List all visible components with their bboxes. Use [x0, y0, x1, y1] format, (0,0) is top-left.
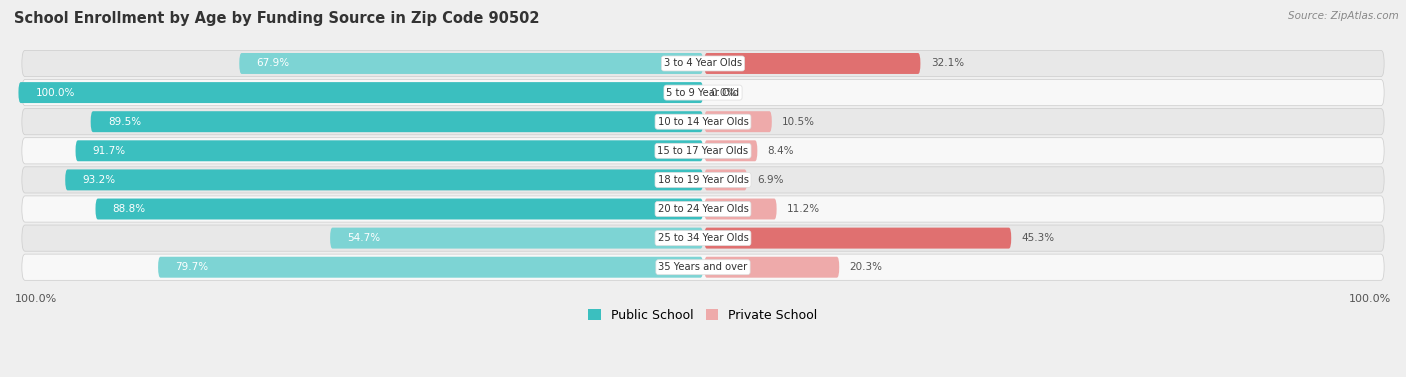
Text: 25 to 34 Year Olds: 25 to 34 Year Olds — [658, 233, 748, 243]
Text: 20.3%: 20.3% — [849, 262, 883, 272]
FancyBboxPatch shape — [90, 111, 703, 132]
Text: 32.1%: 32.1% — [931, 58, 965, 69]
Text: 8.4%: 8.4% — [768, 146, 794, 156]
Text: 91.7%: 91.7% — [93, 146, 127, 156]
Text: 11.2%: 11.2% — [787, 204, 820, 214]
FancyBboxPatch shape — [704, 228, 1011, 248]
FancyBboxPatch shape — [704, 169, 747, 190]
FancyBboxPatch shape — [65, 169, 703, 190]
Text: School Enrollment by Age by Funding Source in Zip Code 90502: School Enrollment by Age by Funding Sour… — [14, 11, 540, 26]
Text: 3 to 4 Year Olds: 3 to 4 Year Olds — [664, 58, 742, 69]
Text: 93.2%: 93.2% — [83, 175, 115, 185]
FancyBboxPatch shape — [22, 167, 1384, 193]
Text: 45.3%: 45.3% — [1022, 233, 1054, 243]
Text: 89.5%: 89.5% — [108, 117, 141, 127]
FancyBboxPatch shape — [18, 82, 703, 103]
Text: 15 to 17 Year Olds: 15 to 17 Year Olds — [658, 146, 748, 156]
Text: 100.0%: 100.0% — [35, 87, 75, 98]
Text: 35 Years and over: 35 Years and over — [658, 262, 748, 272]
FancyBboxPatch shape — [239, 53, 703, 74]
FancyBboxPatch shape — [157, 257, 703, 278]
Text: 0.0%: 0.0% — [710, 87, 737, 98]
Text: 20 to 24 Year Olds: 20 to 24 Year Olds — [658, 204, 748, 214]
FancyBboxPatch shape — [704, 140, 758, 161]
FancyBboxPatch shape — [22, 138, 1384, 164]
Text: 88.8%: 88.8% — [112, 204, 146, 214]
FancyBboxPatch shape — [22, 196, 1384, 222]
Text: 79.7%: 79.7% — [176, 262, 208, 272]
Text: 10.5%: 10.5% — [782, 117, 815, 127]
FancyBboxPatch shape — [22, 225, 1384, 251]
Text: 100.0%: 100.0% — [1348, 294, 1391, 304]
FancyBboxPatch shape — [704, 53, 921, 74]
Text: 10 to 14 Year Olds: 10 to 14 Year Olds — [658, 117, 748, 127]
FancyBboxPatch shape — [22, 80, 1384, 106]
Text: 6.9%: 6.9% — [758, 175, 785, 185]
FancyBboxPatch shape — [330, 228, 703, 248]
FancyBboxPatch shape — [704, 111, 772, 132]
FancyBboxPatch shape — [22, 109, 1384, 135]
Legend: Public School, Private School: Public School, Private School — [583, 304, 823, 327]
FancyBboxPatch shape — [22, 254, 1384, 280]
Text: 18 to 19 Year Olds: 18 to 19 Year Olds — [658, 175, 748, 185]
Text: 67.9%: 67.9% — [256, 58, 290, 69]
FancyBboxPatch shape — [704, 257, 839, 278]
Text: 100.0%: 100.0% — [15, 294, 58, 304]
Text: 54.7%: 54.7% — [347, 233, 381, 243]
Text: 5 to 9 Year Old: 5 to 9 Year Old — [666, 87, 740, 98]
FancyBboxPatch shape — [704, 199, 776, 219]
Text: Source: ZipAtlas.com: Source: ZipAtlas.com — [1288, 11, 1399, 21]
FancyBboxPatch shape — [96, 199, 703, 219]
FancyBboxPatch shape — [76, 140, 703, 161]
FancyBboxPatch shape — [22, 51, 1384, 77]
